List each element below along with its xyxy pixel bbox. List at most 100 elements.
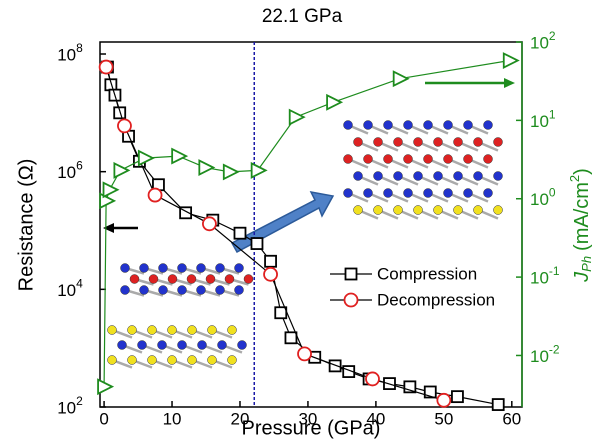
x-tick-label: 40 bbox=[366, 409, 385, 428]
right-arrow bbox=[425, 78, 515, 88]
atom bbox=[433, 205, 443, 215]
y-axis-label: Resistance (Ω) bbox=[15, 159, 37, 292]
data-point bbox=[98, 59, 114, 75]
y2-label-superscript: 2 bbox=[567, 175, 582, 182]
series-line bbox=[103, 59, 510, 387]
atom bbox=[167, 325, 177, 335]
data-point bbox=[436, 392, 452, 408]
x-tick-label: 50 bbox=[434, 409, 453, 428]
atom bbox=[493, 171, 503, 181]
data-point bbox=[326, 93, 344, 111]
atom bbox=[473, 205, 483, 215]
legend-label: Compression bbox=[377, 264, 477, 283]
y2-axis-label: JPh (mA/cm2) bbox=[567, 168, 594, 283]
atom bbox=[473, 137, 483, 147]
data-point bbox=[117, 118, 132, 134]
y2-label-close: ) bbox=[571, 168, 593, 175]
atom bbox=[120, 285, 130, 295]
atom bbox=[187, 325, 197, 335]
atom bbox=[473, 171, 483, 181]
atom bbox=[129, 274, 140, 284]
y2-tick-label: 10-1 bbox=[530, 264, 560, 287]
data-point bbox=[250, 161, 268, 179]
atom bbox=[215, 285, 225, 295]
atom bbox=[413, 137, 423, 147]
data-point bbox=[288, 108, 306, 126]
data-point bbox=[403, 380, 417, 394]
atom bbox=[177, 340, 187, 350]
atom bbox=[107, 325, 117, 335]
y2-tick-label: 100 bbox=[530, 186, 556, 209]
atom bbox=[205, 274, 216, 284]
crystal-structures bbox=[107, 120, 503, 369]
data-point bbox=[365, 371, 380, 387]
atom bbox=[343, 154, 353, 164]
atom bbox=[423, 154, 433, 164]
atom bbox=[127, 325, 137, 335]
atom bbox=[196, 285, 206, 295]
x-tick-label: 0 bbox=[99, 409, 108, 428]
data-point bbox=[264, 254, 277, 268]
y2-label-subscript: Ph bbox=[579, 256, 594, 272]
legend-marker bbox=[343, 292, 359, 308]
atom bbox=[127, 355, 137, 365]
blue-arrow bbox=[230, 190, 335, 254]
atom bbox=[139, 285, 149, 295]
atom bbox=[403, 188, 413, 198]
series-line bbox=[105, 66, 445, 401]
data-point bbox=[102, 181, 120, 199]
atom bbox=[120, 263, 130, 273]
data-point bbox=[198, 159, 216, 177]
left-arrow bbox=[103, 223, 138, 233]
atom bbox=[107, 355, 117, 365]
data-point bbox=[451, 390, 464, 404]
atom bbox=[393, 137, 403, 147]
atom bbox=[453, 137, 463, 147]
atom bbox=[167, 355, 177, 365]
atom bbox=[383, 120, 393, 130]
data-point bbox=[328, 359, 342, 373]
atom bbox=[353, 205, 363, 215]
atom bbox=[227, 355, 237, 365]
atom bbox=[353, 171, 363, 181]
y-tick-label: 102 bbox=[57, 394, 83, 417]
atom bbox=[353, 137, 363, 147]
atom bbox=[423, 188, 433, 198]
x-axis-label: Pressure (GPa) bbox=[242, 417, 381, 439]
data-point bbox=[113, 161, 131, 179]
x-tick-label: 30 bbox=[298, 409, 317, 428]
atom bbox=[117, 340, 127, 350]
data-point bbox=[202, 216, 217, 232]
atom bbox=[483, 154, 493, 164]
atom bbox=[137, 340, 147, 350]
x-tick-label: 20 bbox=[231, 409, 250, 428]
atom bbox=[215, 263, 225, 273]
data-point bbox=[137, 149, 155, 167]
atom bbox=[433, 137, 443, 147]
atom bbox=[453, 205, 463, 215]
atom bbox=[207, 325, 217, 335]
atom bbox=[234, 263, 244, 273]
data-point bbox=[147, 187, 163, 203]
atom bbox=[186, 274, 197, 284]
x-tick-label: 60 bbox=[502, 409, 521, 428]
data-point bbox=[97, 378, 115, 396]
atom bbox=[423, 120, 433, 130]
atom bbox=[234, 285, 244, 295]
atom bbox=[413, 171, 423, 181]
y2-label-symbol: J bbox=[571, 271, 593, 283]
atom bbox=[187, 355, 197, 365]
atom bbox=[403, 120, 413, 130]
y-tick-label: 104 bbox=[57, 277, 83, 300]
data-point bbox=[179, 206, 193, 220]
atom bbox=[463, 120, 473, 130]
atom bbox=[373, 137, 383, 147]
atom bbox=[363, 188, 373, 198]
atom bbox=[177, 263, 187, 273]
atom bbox=[463, 188, 473, 198]
atom bbox=[147, 355, 157, 365]
y2-tick-label: 101 bbox=[530, 108, 556, 131]
data-point bbox=[392, 70, 410, 88]
